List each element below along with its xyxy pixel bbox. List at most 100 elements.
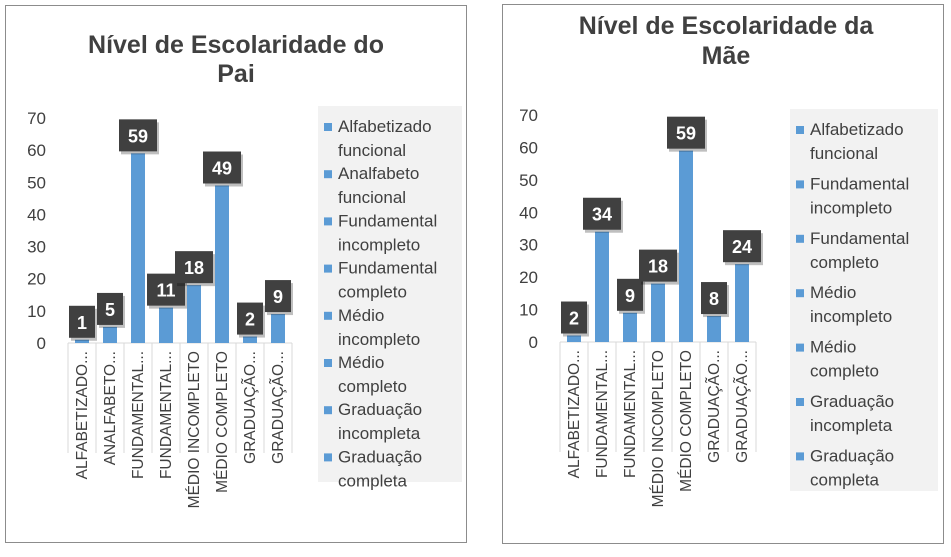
legend-swatch (796, 343, 804, 352)
legend-label: funcional (810, 144, 878, 163)
category-label: FUNDAMENTAL... (130, 351, 147, 479)
data-label-box (203, 151, 241, 184)
legend-label: Médio (810, 338, 856, 357)
category-label: FUNDAMENTAL... (594, 350, 611, 478)
bar (103, 326, 117, 343)
data-label-box (723, 230, 761, 263)
legend-label: incompleta (810, 416, 893, 435)
legend-swatch (324, 359, 332, 367)
legend-swatch (324, 170, 332, 179)
legend-label: incompleto (810, 198, 892, 217)
legend-swatch (324, 217, 332, 226)
data-label-box (175, 251, 213, 284)
bar (75, 339, 89, 343)
data-label-box (667, 116, 705, 149)
y-tick-label: 10 (27, 302, 46, 321)
legend-label: Médio (338, 353, 384, 372)
legend-label: Médio (810, 283, 856, 302)
legend-label: Graduação (810, 392, 894, 411)
category-label: MÉDIO INCOMPLETO (650, 350, 667, 507)
data-label-box (639, 249, 677, 282)
bar (187, 285, 201, 343)
category-label: ALFABETIZADO... (566, 350, 583, 478)
category-label: FUNDAMENTAL... (158, 351, 175, 479)
data-label-box (265, 280, 291, 313)
chart-panel-mae: Nível de Escolaridade da Mãe 0 10 20 30 40 50 60… (502, 4, 944, 544)
y-tick-label: 20 (519, 268, 538, 287)
y-tick-label: 30 (27, 238, 46, 257)
data-label: 9 (625, 286, 635, 306)
legend-swatch (324, 406, 332, 415)
bar (131, 153, 145, 343)
legend-label: Médio (338, 306, 384, 325)
legend-swatch (324, 453, 332, 462)
category-label: GRADUAÇÃO... (706, 350, 723, 463)
legend-swatch (796, 234, 804, 243)
legend-label: incompleto (338, 330, 420, 349)
y-tick-label: 40 (27, 205, 46, 224)
data-label: 2 (245, 310, 255, 330)
category-label: FUNDAMENTAL... (622, 350, 639, 478)
legend-label: completa (810, 470, 880, 489)
bar (243, 336, 257, 343)
category-label: MÉDIO COMPLETO (214, 351, 231, 493)
chart-title-line: Pai (217, 60, 255, 88)
legend-label: Fundamental (338, 211, 437, 230)
legend-swatch (324, 311, 332, 320)
category-label: ANALFABETO... (102, 351, 119, 465)
chart-title-line: Mãe (702, 42, 751, 70)
legend-swatch (796, 452, 804, 461)
data-label: 8 (709, 289, 719, 309)
data-label: 59 (676, 124, 696, 144)
chart-title-line: Nível de Escolaridade da (579, 12, 875, 40)
category-label: MÉDIO COMPLETO (678, 350, 695, 492)
data-label-box (561, 301, 587, 334)
bar (679, 150, 693, 342)
legend-label: Graduação (338, 400, 422, 419)
legend-label: funcional (338, 188, 406, 207)
legend-swatch (796, 180, 804, 189)
bar (623, 312, 637, 342)
legend-swatch (796, 398, 804, 406)
legend-label: Fundamental (338, 259, 437, 278)
data-label: 11 (156, 281, 175, 301)
legend-label: Fundamental (810, 229, 909, 248)
data-label: 18 (648, 257, 668, 277)
chart-panel-pai: Nível de Escolaridade do Pai 0 10 20 30 40 50 60… (5, 5, 467, 543)
y-tick-label: 50 (519, 171, 538, 190)
data-label-box (583, 197, 621, 230)
legend-box (318, 106, 462, 482)
legend-box (790, 109, 938, 491)
legend-swatch (324, 123, 332, 131)
bar (271, 314, 285, 343)
legend-label: Alfabetizado (810, 120, 904, 139)
category-label: MÉDIO INCOMPLETO (186, 351, 203, 508)
y-tick-label: 70 (519, 106, 538, 125)
data-label: 59 (128, 126, 148, 146)
y-tick-label: 0 (529, 333, 538, 352)
y-tick-label: 60 (27, 141, 46, 160)
bar (651, 283, 665, 342)
legend-label: Alfabetizado (338, 117, 432, 136)
bar (567, 335, 581, 342)
bar (595, 231, 609, 342)
y-tick-label: 70 (27, 109, 46, 128)
data-label: 1 (77, 313, 87, 333)
legend-label: completo (338, 377, 407, 396)
y-tick-label: 60 (519, 138, 538, 157)
legend-label: incompleto (338, 235, 420, 254)
data-label: 5 (105, 300, 115, 320)
y-tick-label: 30 (519, 236, 538, 255)
legend-label: incompleta (338, 424, 421, 443)
data-label: 24 (732, 237, 752, 257)
legend-swatch (324, 264, 332, 273)
bar (707, 316, 721, 342)
data-label-box (701, 282, 727, 315)
category-label: GRADUAÇÃO... (734, 350, 751, 463)
y-tick-label: 50 (27, 173, 46, 192)
legend-label: completa (338, 471, 408, 490)
data-label-box (119, 119, 157, 152)
legend-label: incompleto (810, 307, 892, 326)
data-label: 18 (184, 258, 204, 278)
